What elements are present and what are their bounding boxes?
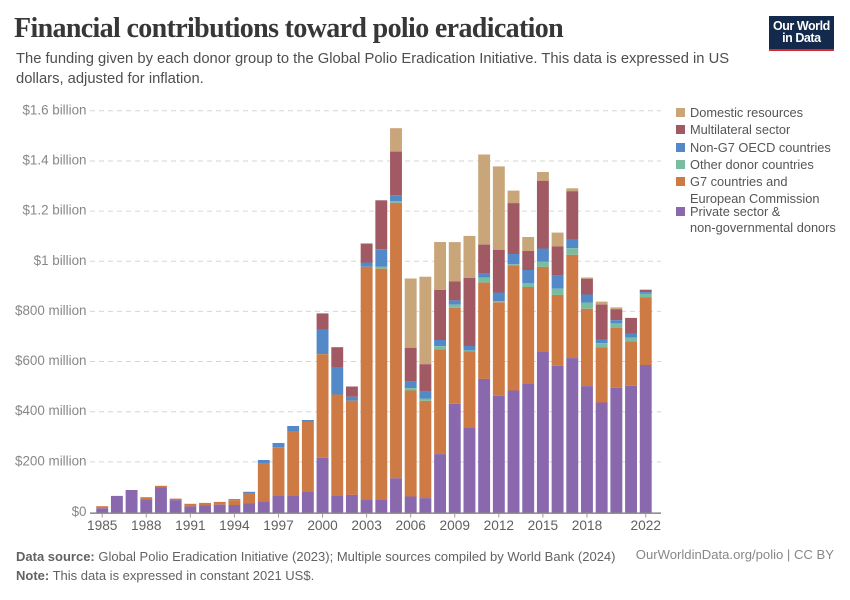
svg-text:2012: 2012 <box>484 518 514 533</box>
svg-text:2000: 2000 <box>307 518 338 533</box>
svg-text:1991: 1991 <box>175 518 205 533</box>
svg-text:2018: 2018 <box>572 518 603 533</box>
svg-text:1988: 1988 <box>131 518 162 533</box>
svg-text:2006: 2006 <box>395 518 426 533</box>
svg-text:2022: 2022 <box>631 518 661 533</box>
svg-text:2015: 2015 <box>528 518 559 533</box>
svg-text:$1 billion: $1 billion <box>34 253 87 268</box>
svg-text:2009: 2009 <box>440 518 470 533</box>
svg-text:$1.6 billion: $1.6 billion <box>22 102 86 117</box>
svg-text:1994: 1994 <box>219 518 250 533</box>
svg-text:$1.2 billion: $1.2 billion <box>22 203 86 218</box>
svg-text:1997: 1997 <box>263 518 293 533</box>
svg-text:$800 million: $800 million <box>15 303 86 318</box>
svg-text:$0: $0 <box>72 504 87 519</box>
svg-text:$400 million: $400 million <box>15 403 86 418</box>
svg-text:$200 million: $200 million <box>15 453 86 468</box>
svg-text:$600 million: $600 million <box>15 353 86 368</box>
svg-text:1985: 1985 <box>87 518 118 533</box>
svg-text:2003: 2003 <box>351 518 382 533</box>
svg-text:$1.4 billion: $1.4 billion <box>22 152 86 167</box>
